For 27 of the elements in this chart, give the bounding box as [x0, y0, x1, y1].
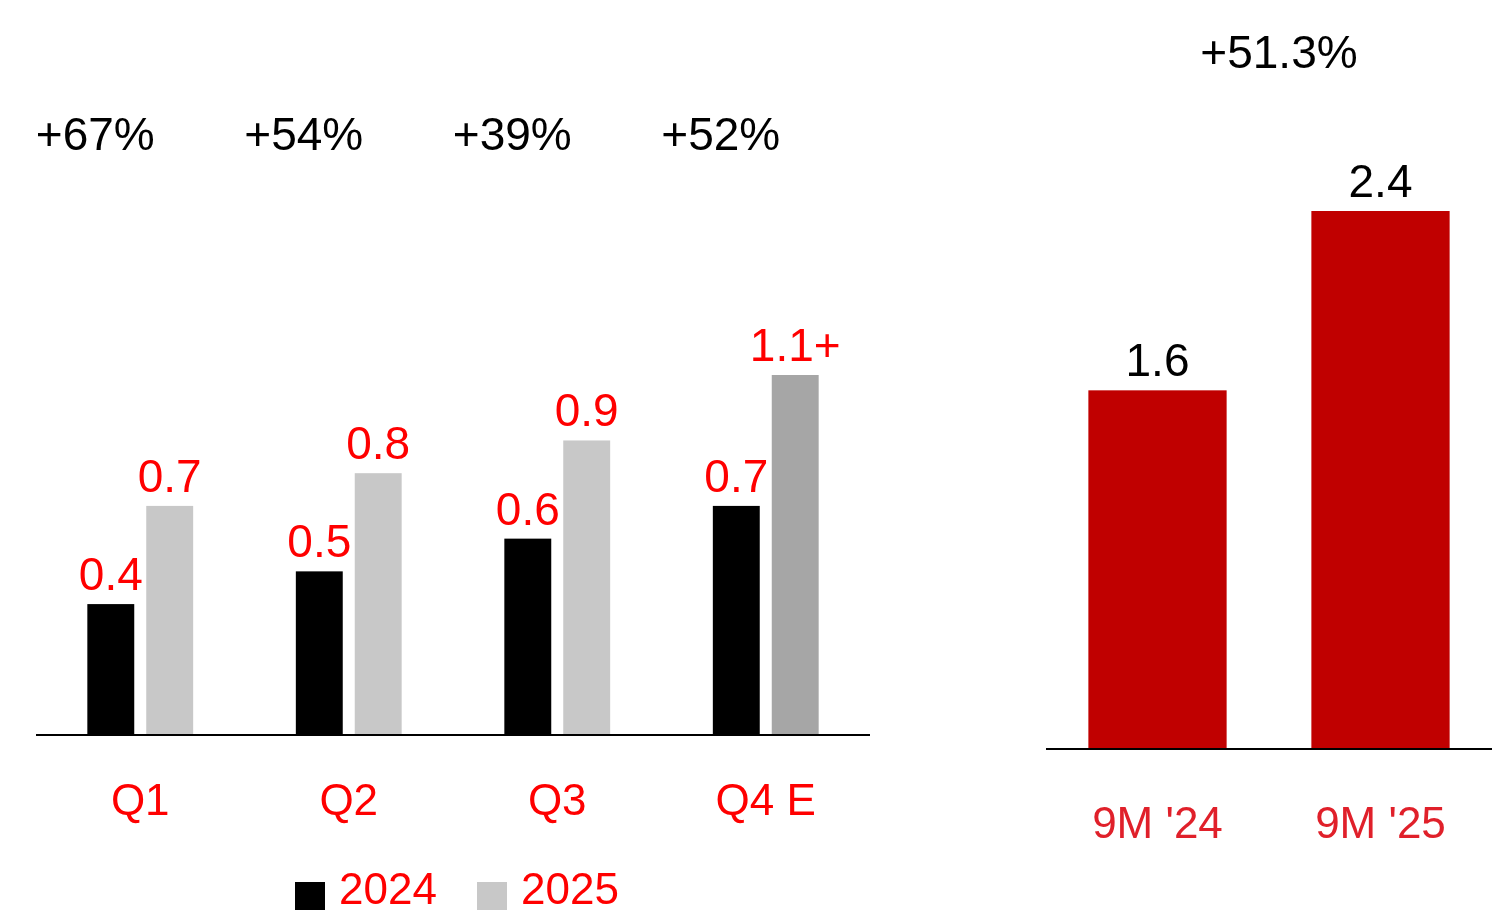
legend-label: 2024	[339, 864, 437, 912]
data-label: 0.7	[137, 449, 202, 502]
data-label: 1.1+	[749, 319, 841, 371]
data-label: 2.4	[1348, 155, 1413, 207]
data-label: 0.4	[78, 548, 143, 601]
legend-label: 2025	[521, 864, 619, 912]
data-label: 0.5	[287, 515, 352, 568]
data-label: 1.6	[1125, 334, 1190, 387]
text: +54%	[244, 108, 364, 160]
data-label: 0.9	[554, 384, 619, 437]
data-label: 0.6	[495, 482, 560, 535]
x-tick-label: 9M '25	[1315, 798, 1446, 847]
text: +67%	[35, 108, 155, 160]
x-tick-label: Q3	[527, 775, 587, 824]
bar	[771, 375, 819, 735]
x-tick-label: Q2	[319, 775, 379, 824]
bar	[563, 440, 611, 735]
text: +51.3%	[1200, 26, 1358, 78]
data-label: 0.7	[704, 449, 769, 502]
x-tick-label: Q1	[110, 775, 170, 824]
bar	[354, 473, 402, 735]
x-tick-label: 9M '24	[1092, 798, 1223, 847]
data-label: 0.8	[346, 417, 411, 470]
text: +52%	[661, 108, 781, 160]
text: +39%	[452, 108, 572, 160]
bar	[146, 505, 194, 735]
x-tick-label: Q4 E	[715, 775, 816, 824]
